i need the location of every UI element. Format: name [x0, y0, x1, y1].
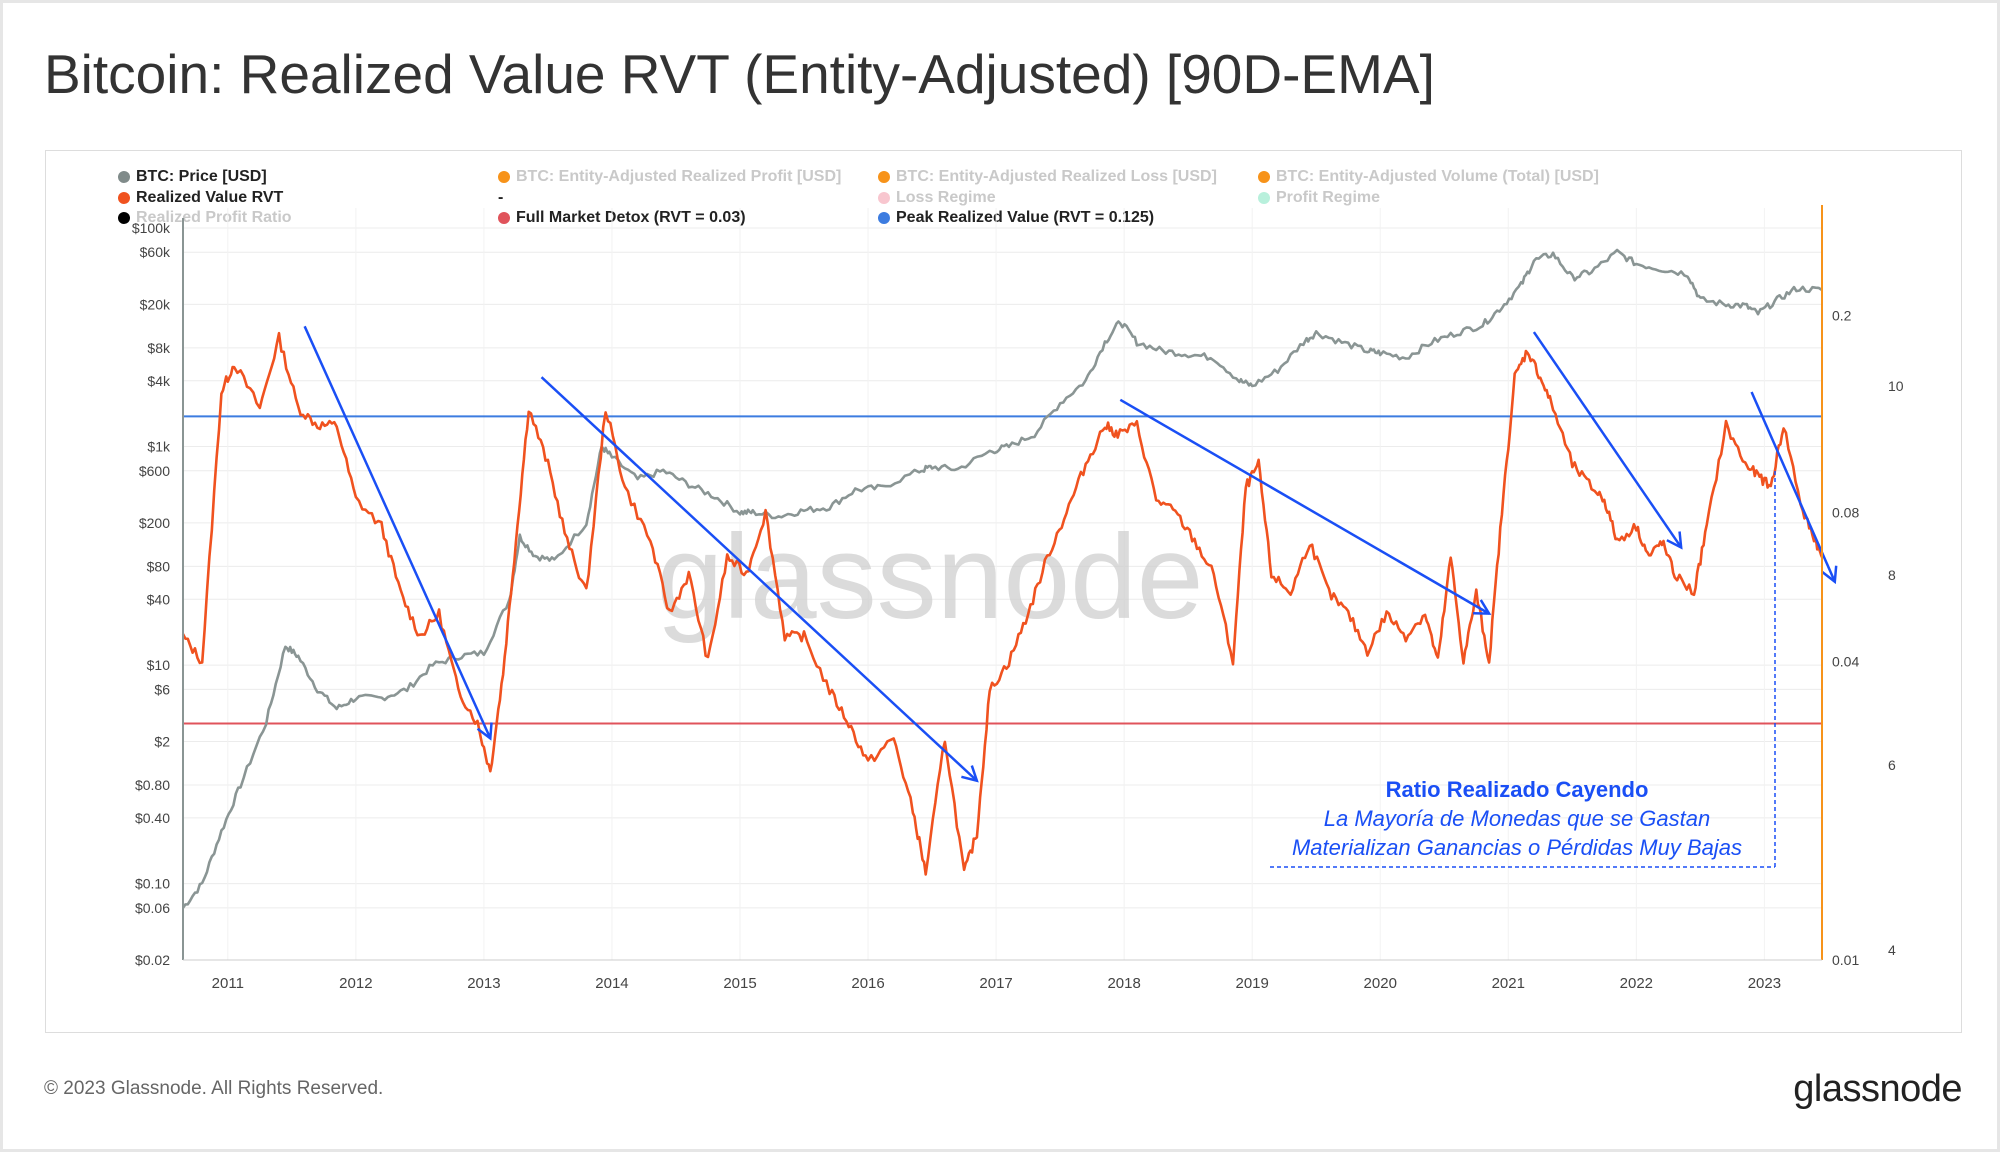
x-tick-label: 2013: [467, 975, 500, 992]
y-tick-label: $60k: [140, 244, 171, 260]
trend-arrow: [1532, 331, 1683, 549]
legend-dot-icon: [498, 212, 510, 224]
annotation-heading: Ratio Realizado Cayendo: [1386, 777, 1649, 802]
y-tick-label: $20k: [140, 296, 171, 312]
annotation-line1: La Mayoría de Monedas que se Gastan: [1324, 806, 1710, 831]
y-tick-label: $0.02: [135, 952, 170, 968]
x-tick-label: 2012: [339, 975, 372, 992]
y-tick-label: $2: [154, 733, 170, 749]
y-tick-label: $6: [154, 681, 170, 697]
legend-item[interactable]: Realized Value RVT: [118, 189, 283, 207]
legend-dot-icon: [1258, 171, 1270, 183]
volume-tick-label: 4: [1888, 942, 1896, 958]
legend-dot-icon: [878, 171, 890, 183]
legend-dot-icon: [878, 192, 890, 204]
x-tick-label: 2022: [1620, 975, 1653, 992]
legend-item[interactable]: Loss Regime: [878, 189, 996, 207]
y-tick-label: $80: [147, 558, 171, 574]
annotation-line2: Materializan Ganancias o Pérdidas Muy Ba…: [1292, 835, 1742, 860]
x-tick-label: 2017: [979, 975, 1012, 992]
arrow-head-icon: [1666, 531, 1683, 550]
legend-item[interactable]: -: [498, 189, 503, 207]
trend-arrow: [1119, 398, 1490, 615]
rvt-tick-label: 0.2: [1832, 307, 1852, 323]
legend-label: BTC: Entity-Adjusted Realized Loss [USD]: [896, 168, 1217, 185]
volume-tick-label: 10: [1888, 378, 1904, 394]
axes: $100k $60k $20k $8k $4k $1k $600 $200 $80 $40 $10 $…: [132, 205, 1904, 992]
footer-logo: glassnode: [1793, 1068, 1962, 1110]
y-tick-label: $4k: [147, 373, 171, 389]
x-tick-label: 2019: [1236, 975, 1269, 992]
trend-arrow: [1750, 391, 1836, 583]
legend-label: BTC: Price [USD]: [136, 168, 267, 185]
legend-item[interactable]: Full Market Detox (RVT = 0.03): [498, 209, 746, 227]
x-tick-label: 2021: [1492, 975, 1525, 992]
x-tick-label: 2023: [1748, 975, 1781, 992]
legend-item[interactable]: BTC: Entity-Adjusted Realized Profit [US…: [498, 168, 841, 186]
x-tick-label: 2016: [851, 975, 884, 992]
legend-label: Loss Regime: [896, 189, 996, 206]
legend-item[interactable]: Realized Profit Ratio: [118, 209, 292, 227]
x-tick-label: 2020: [1364, 975, 1397, 992]
legend-item[interactable]: BTC: Entity-Adjusted Realized Loss [USD]: [878, 168, 1217, 186]
y-tick-label: $10: [147, 657, 171, 673]
rvt-tick-label: 0.08: [1832, 504, 1859, 520]
legend-item[interactable]: BTC: Price [USD]: [118, 168, 267, 186]
arrow-head-icon: [1473, 599, 1492, 615]
y-tick-label: $200: [139, 515, 170, 531]
rvt-series: [181, 331, 1824, 876]
x-tick-label: 2018: [1107, 975, 1140, 992]
rvt-line: [181, 331, 1824, 876]
legend-item[interactable]: BTC: Entity-Adjusted Volume (Total) [USD…: [1258, 168, 1599, 186]
legend-dot-icon: [118, 192, 130, 204]
x-tick-label: 2015: [723, 975, 756, 992]
y-tick-label: $100k: [132, 220, 171, 236]
legend-label: Realized Value RVT: [136, 189, 284, 206]
x-tick-label: 2014: [595, 975, 628, 992]
y-tick-label: $1k: [147, 439, 171, 455]
chart-title: Bitcoin: Realized Value RVT (Entity-Adju…: [44, 43, 1435, 105]
trend-arrow: [303, 325, 492, 739]
volume-tick-label: 8: [1888, 567, 1896, 583]
y-tick-label: $0.06: [135, 900, 170, 916]
trend-arrow: [540, 376, 978, 782]
x-tick-label: 2011: [212, 975, 244, 992]
legend-label: BTC: Entity-Adjusted Realized Profit [US…: [516, 168, 842, 185]
arrow-head-icon: [1821, 565, 1838, 585]
rvt-tick-label: 0.01: [1832, 952, 1859, 968]
legend-dot-icon: [118, 212, 130, 224]
legend-dot-icon: [118, 171, 130, 183]
annotation: Ratio Realizado Cayendo La Mayoría de Mo…: [1270, 468, 1776, 868]
price-series: [181, 248, 1823, 909]
legend-dot-icon: [878, 212, 890, 224]
y-tick-label: $0.10: [135, 876, 170, 892]
y-tick-label: $600: [139, 463, 170, 479]
legend-item[interactable]: Profit Regime: [1258, 189, 1380, 207]
trend-arrows: [303, 325, 1838, 783]
legend-dot-icon: [498, 171, 510, 183]
price-line: [181, 248, 1823, 909]
reference-lines: [183, 415, 1822, 725]
y-tick-label: $40: [147, 591, 171, 607]
y-tick-label: $0.40: [135, 810, 170, 826]
legend-item[interactable]: Peak Realized Value (RVT = 0.125): [878, 209, 1154, 227]
legend-label: Peak Realized Value (RVT = 0.125): [896, 209, 1155, 226]
legend-label: Full Market Detox (RVT = 0.03): [516, 209, 746, 226]
arrow-head-icon: [961, 765, 979, 783]
watermark: glassnode: [656, 510, 1203, 644]
arrow-head-icon: [476, 722, 493, 741]
legend-dot-icon: [1258, 192, 1270, 204]
legend-label: -: [498, 189, 504, 206]
legend-label: BTC: Entity-Adjusted Volume (Total) [USD…: [1276, 168, 1599, 185]
y-tick-label: $0.80: [135, 777, 170, 793]
volume-tick-label: 6: [1888, 757, 1896, 773]
chart-frame: [45, 150, 1962, 1033]
footer-copyright: © 2023 Glassnode. All Rights Reserved.: [44, 1078, 384, 1099]
y-tick-label: $8k: [147, 340, 171, 356]
legend-label: Realized Profit Ratio: [136, 209, 292, 226]
legend-label: Profit Regime: [1276, 189, 1381, 206]
rvt-tick-label: 0.04: [1832, 654, 1859, 670]
